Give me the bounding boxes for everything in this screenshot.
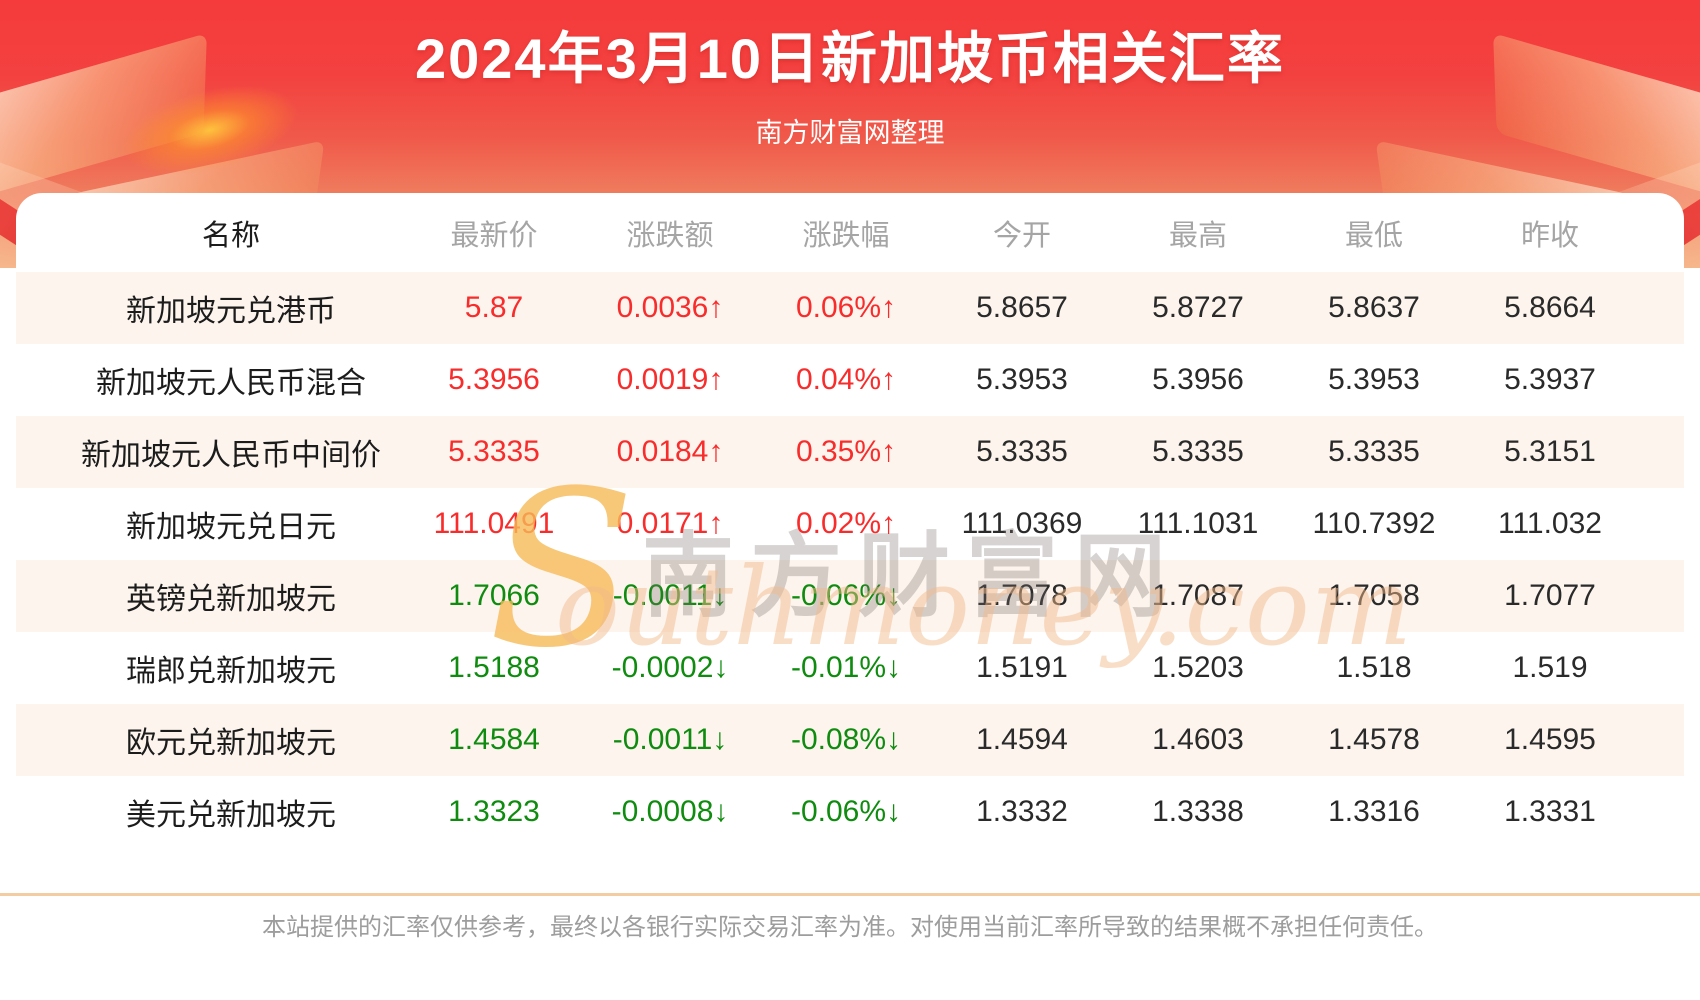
page-subtitle: 南方财富网整理 [755,118,945,148]
table-row: 欧元兑新加坡元 1.4584 -0.0011↓ -0.08%↓ 1.4594 1.4603… [16,704,1684,776]
cell-low: 5.3335 [1328,435,1420,468]
cell-last: 1.4584 [448,723,540,756]
table-row: 新加坡元人民币中间价 5.3335 0.0184↑ 0.35%↑ 5.3335 5.333… [16,416,1684,488]
cell-pct: -0.08%↓ [790,723,902,756]
cell-change: 0.0019↑ [616,363,724,396]
cell-high: 5.3335 [1152,435,1244,468]
cell-low: 5.3953 [1328,363,1420,396]
table-header-row: 名称 最新价 涨跌额 涨跌幅 今开 最高 最低 昨收 [16,193,1684,272]
cell-last: 1.7066 [448,579,540,612]
cell-name: 美元兑新加坡元 [126,799,336,832]
cell-prev-close: 1.519 [1512,651,1588,684]
header-cell: 最高 [1168,219,1227,252]
cell-open: 1.5191 [976,651,1068,684]
cell-name: 新加坡元人民币混合 [96,367,366,400]
rates-table-card: 名称 最新价 涨跌额 涨跌幅 今开 最高 最低 昨收 新加坡元兑港币 5.87 0.0036↑ 0.… [16,193,1684,853]
cell-name: 欧元兑新加坡元 [126,727,336,760]
cell-pct: 0.06%↑ [795,291,897,324]
cell-last: 5.3956 [448,363,540,396]
cell-prev-close: 1.7077 [1504,579,1596,612]
cell-pct: -0.06%↓ [790,579,902,612]
cell-high: 1.7087 [1152,579,1244,612]
cell-prev-close: 5.3151 [1504,435,1596,468]
cell-high: 1.3338 [1152,795,1244,828]
cell-last: 1.5188 [448,651,540,684]
cell-high: 1.4603 [1152,723,1244,756]
page-title: 2024年3月10日新加坡币相关汇率 [414,27,1285,90]
cell-last: 1.3323 [448,795,540,828]
header-cell: 涨跌额 [626,219,714,252]
cell-high: 111.1031 [1137,507,1259,540]
table-row: 新加坡元人民币混合 5.3956 0.0019↑ 0.04%↑ 5.3953 5.3956… [16,344,1684,416]
cell-pct: -0.01%↓ [790,651,902,684]
cell-open: 5.3335 [976,435,1068,468]
header-cell: 昨收 [1520,219,1579,252]
cell-prev-close: 5.3937 [1504,363,1596,396]
cell-open: 5.3953 [976,363,1068,396]
cell-low: 110.7392 [1312,507,1436,540]
table-body: 新加坡元兑港币 5.87 0.0036↑ 0.06%↑ 5.8657 5.8727 5.86… [16,272,1684,848]
header-cell: 最低 [1344,219,1403,252]
table-row: 瑞郎兑新加坡元 1.5188 -0.0002↓ -0.01%↓ 1.5191 1.5203… [16,632,1684,704]
cell-name: 新加坡元兑港币 [126,295,336,328]
cell-open: 1.7078 [976,579,1068,612]
cell-change: -0.0002↓ [611,651,729,684]
cell-high: 5.3956 [1152,363,1244,396]
cell-pct: 0.35%↑ [795,435,897,468]
cell-open: 1.4594 [976,723,1068,756]
header-cell: 最新价 [450,219,538,252]
table-row: 新加坡元兑港币 5.87 0.0036↑ 0.06%↑ 5.8657 5.8727 5.86… [16,272,1684,344]
table-row: 美元兑新加坡元 1.3323 -0.0008↓ -0.06%↓ 1.3332 1.3338… [16,776,1684,848]
cell-name: 新加坡元兑日元 [126,511,336,544]
cell-last: 5.3335 [448,435,540,468]
table-row: 新加坡元兑日元 111.0491 0.0171↑ 0.02%↑ 111.0369 111.… [16,488,1684,560]
cell-prev-close: 5.8664 [1504,291,1596,324]
cell-change: 0.0171↑ [616,507,724,540]
cell-open: 111.0369 [961,507,1083,540]
header-cell: 今开 [992,219,1051,252]
cell-change: 0.0184↑ [616,435,724,468]
cell-last: 111.0491 [433,507,555,540]
cell-high: 5.8727 [1152,291,1244,324]
cell-change: -0.0008↓ [611,795,729,828]
cell-name: 瑞郎兑新加坡元 [126,655,336,688]
cell-low: 1.7058 [1328,579,1420,612]
cell-prev-close: 1.4595 [1504,723,1596,756]
cell-low: 1.4578 [1328,723,1420,756]
cell-pct: -0.06%↓ [790,795,902,828]
cell-pct: 0.02%↑ [795,507,897,540]
cell-change: -0.0011↓ [612,723,728,756]
cell-name: 英镑兑新加坡元 [126,583,336,616]
cell-prev-close: 1.3331 [1504,795,1596,828]
cell-pct: 0.04%↑ [795,363,897,396]
cell-open: 1.3332 [976,795,1068,828]
header-cell: 名称 [201,219,260,252]
footer-divider [0,893,1700,896]
disclaimer-text: 本站提供的汇率仅供参考，最终以各银行实际交易汇率为准。对使用当前汇率所导致的结果… [262,914,1438,941]
cell-change: -0.0011↓ [612,579,728,612]
cell-change: 0.0036↑ [616,291,724,324]
cell-high: 1.5203 [1152,651,1244,684]
cell-prev-close: 111.032 [1498,507,1602,540]
header-cell: 涨跌幅 [802,219,890,252]
cell-open: 5.8657 [976,291,1068,324]
cell-low: 1.518 [1336,651,1412,684]
cell-low: 1.3316 [1328,795,1420,828]
table-row: 英镑兑新加坡元 1.7066 -0.0011↓ -0.06%↓ 1.7078 1.7087… [16,560,1684,632]
cell-low: 5.8637 [1328,291,1420,324]
cell-name: 新加坡元人民币中间价 [81,439,381,472]
cell-last: 5.87 [464,291,524,324]
